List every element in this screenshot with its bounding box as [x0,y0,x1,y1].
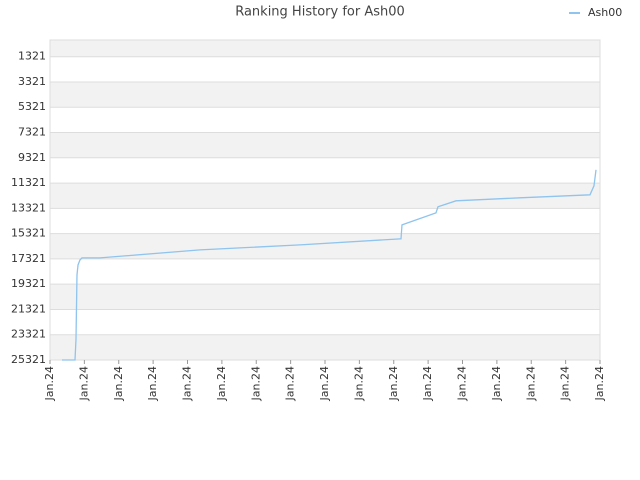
grid-band [50,81,600,108]
x-tick-label: Jan.24 [77,366,90,401]
x-tick-label: Jan.24 [146,366,159,401]
y-tick-label: 5321 [18,100,46,113]
x-tick-label: Jan.24 [43,366,56,401]
y-tick-label: 11321 [11,176,46,189]
x-tick-label: Jan.24 [387,366,400,401]
y-tick-label: 23321 [11,328,46,341]
y-tick-label: 9321 [18,151,46,164]
chart-title: Ranking History for Ash00 [235,5,405,20]
x-tick-label: Jan.24 [284,366,297,401]
data-line [61,169,597,361]
y-tick-label: 3321 [18,75,46,88]
y-tick-label: 17321 [11,252,46,265]
x-tick-label: Jan.24 [456,366,469,401]
grid-band [50,334,600,360]
y-tick-label: 15321 [11,227,46,240]
grid-band [50,132,600,158]
grid-band [50,40,600,57]
x-tick-label: Jan.24 [215,366,228,401]
x-tick-label: Jan.24 [593,366,606,401]
x-tick-label: Jan.24 [352,366,365,401]
y-tick-label: 21321 [11,302,46,315]
y-tick-label: 19321 [11,277,46,290]
x-tick-label: Jan.24 [421,366,434,401]
x-tick-label: Jan.24 [181,366,194,401]
x-tick-label: Jan.24 [490,366,503,401]
x-tick-label: Jan.24 [112,366,125,401]
x-tick-label: Jan.24 [524,366,537,401]
x-tick-label: Jan.24 [249,366,262,401]
x-tick-label: Jan.24 [318,366,331,401]
y-tick-label: 25321 [11,353,46,366]
y-tick-label: 1321 [18,50,46,63]
x-tick-label: Jan.24 [559,366,572,401]
grid-band [50,284,600,310]
y-tick-label: 13321 [11,201,46,214]
legend-label: Ash00 [588,6,622,19]
grid-band [50,183,600,209]
y-tick-label: 7321 [18,126,46,139]
